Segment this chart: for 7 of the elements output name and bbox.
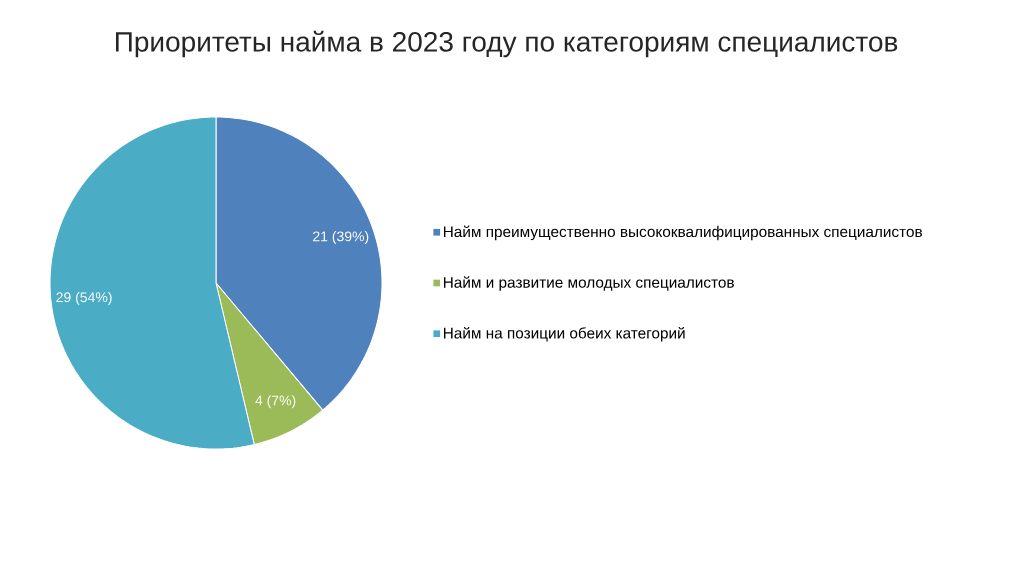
data-label: 29 (54%) bbox=[56, 291, 112, 305]
legend-label: Найм и развитие молодых специалистов bbox=[443, 276, 734, 291]
legend-label: Найм преимущественно высококвалифицированных специалистов bbox=[443, 225, 922, 241]
data-label: 4 (7%) bbox=[255, 395, 296, 409]
data-label: 21 (39%) bbox=[313, 231, 369, 245]
chart-title: Приоритеты найма в 2023 году по категориям специалистов bbox=[115, 30, 898, 58]
legend-label: Найм на позиции обеих категорий bbox=[443, 327, 685, 342]
